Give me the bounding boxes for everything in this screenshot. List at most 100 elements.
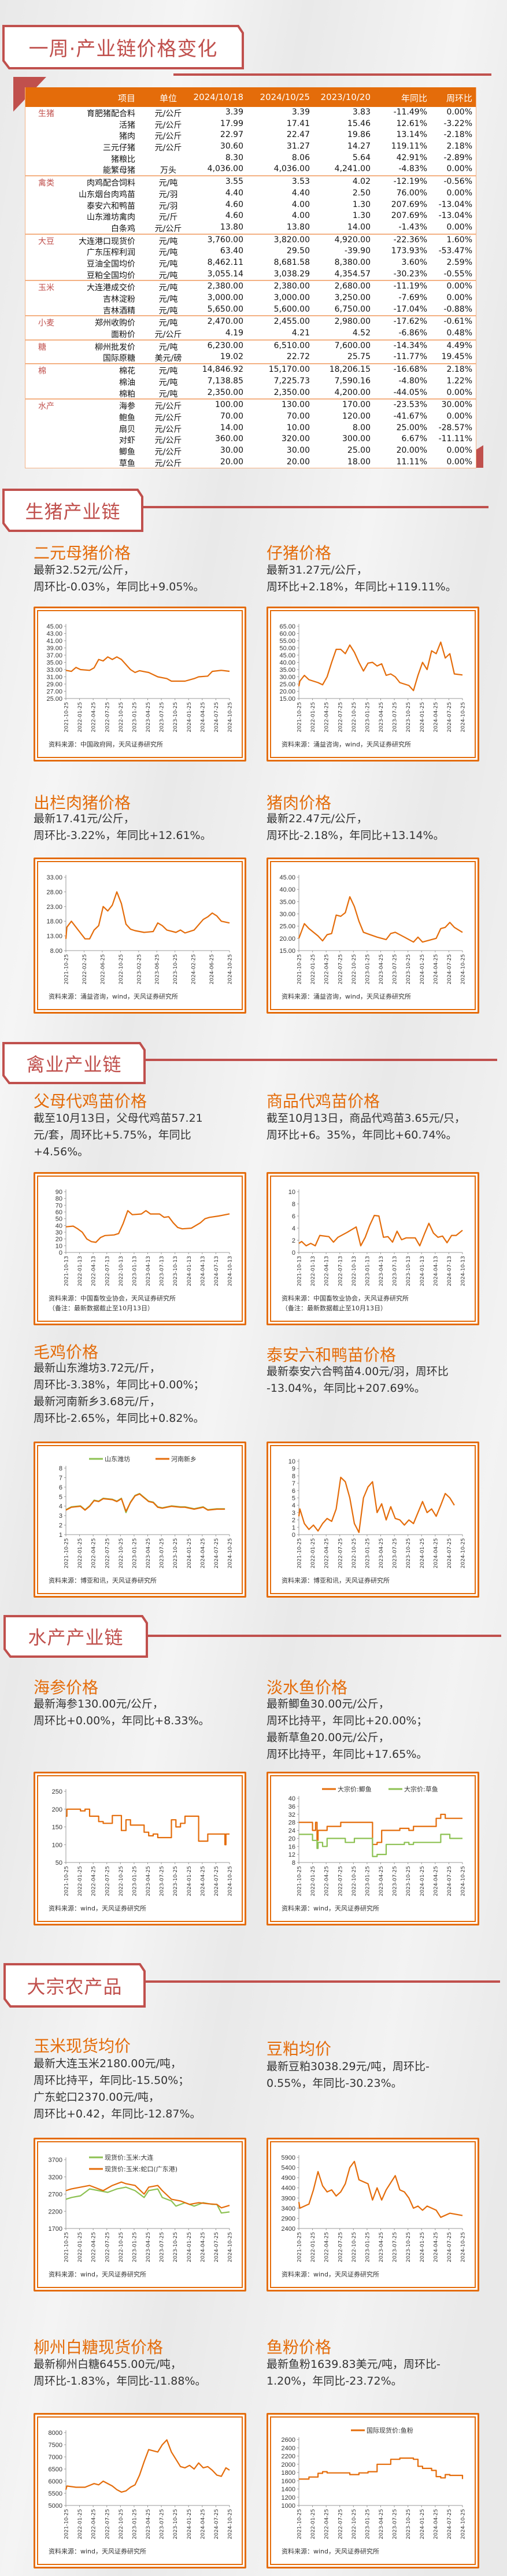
x-tick-label: 2024-07-25 — [447, 1538, 453, 1568]
legend-label: 国际现货价:鱼粉 — [367, 2426, 413, 2434]
y-tick-label: 45.00 — [46, 623, 62, 630]
summary-line: 元/套，周环比+5.75%，年同比 — [34, 1129, 191, 1141]
summary-line: 周环比+6。35%，年同比+60.74%。 — [267, 1129, 457, 1141]
table-row: 水产 海参 元/公斤 100.00 130.00 170.00 -23.53% 30.00% — [25, 400, 476, 411]
wow: 0.00% — [446, 387, 472, 397]
chart-source: 资料来源：中国畜牧业协会，天风证券研究所 — [49, 1295, 176, 1302]
unit: 元/羽 — [158, 190, 178, 199]
legend-label: 大宗价:草鱼 — [404, 1785, 438, 1793]
x-tick-label: 2024-10-25 — [228, 1538, 234, 1568]
panel-title: 鱼粉价格 — [267, 2338, 332, 2357]
value-2024-10-18: 100.00 — [215, 400, 243, 410]
x-tick-label: 2022-10-25 — [119, 954, 124, 984]
value-2024-10-25: 3,038.29 — [273, 269, 310, 279]
y-tick-label: 3900 — [282, 2195, 295, 2202]
x-tick-label: 2022-01-25 — [310, 954, 316, 984]
unit: 元/公斤 — [154, 413, 182, 423]
table-group: 玉米 大连港成交价 元/吨 2,380.00 2,380.00 2,680.00 -11.1… — [25, 281, 476, 317]
yoy: -12.19% — [393, 177, 427, 187]
y-tick-label: 39.00 — [46, 645, 62, 652]
series-line-1 — [298, 1476, 455, 1533]
y-tick-label: 7 — [292, 1480, 295, 1487]
table-row: 泰安六和鸭苗 元/羽 4.60 4.00 1.30 207.69% -13.04% — [25, 199, 476, 211]
x-tick-label: 2023-04-25 — [146, 1538, 151, 1568]
wow: 2.18% — [446, 142, 472, 151]
item: 猪肉 — [119, 132, 135, 142]
item: 育肥猪配合料 — [87, 109, 135, 119]
value-2023-10-20: 3,250.00 — [334, 293, 371, 302]
summary-line: 周环比+0.42，年同比-12.87%。 — [34, 2108, 201, 2120]
value-2024-10-18: 13.80 — [220, 222, 243, 232]
summary-line: 周环比持平，年同比+20.00%； — [267, 1714, 428, 1727]
item: 柳州批发价 — [95, 342, 135, 352]
value-2024-10-18: 5,650.00 — [207, 304, 243, 314]
x-tick-label: 2024-07-13 — [214, 1256, 220, 1286]
x-tick-label: 2024-04-25 — [433, 1538, 439, 1568]
value-2024-10-25: 22.47 — [286, 130, 310, 140]
x-tick-label: 2024-07-25 — [447, 2509, 453, 2539]
value-2024-10-25: 22.72 — [286, 352, 310, 362]
table-row: 能繁母猪 万头 4,036.00 4,036.00 4,241.00 -4.83% 0.00… — [25, 164, 476, 175]
x-tick-label: 2022-04-25 — [91, 2232, 97, 2262]
value-2023-10-20: 1.30 — [352, 211, 371, 221]
banner-rule — [145, 1635, 501, 1637]
y-tick-label: 20 — [55, 1236, 62, 1243]
yoy: -22.36% — [393, 235, 427, 245]
x-tick-label: 2023-07-25 — [160, 702, 165, 732]
series-line-1 — [65, 2439, 230, 2493]
banner-rule — [143, 1980, 500, 1983]
x-tick-label: 2023-10-25 — [406, 1866, 412, 1896]
x-tick-label: 2022-04-25 — [324, 1538, 330, 1568]
value-2024-10-25: 8.06 — [291, 153, 310, 162]
x-tick-label: 2023-07-25 — [160, 2509, 165, 2539]
unit: 元/羽 — [158, 201, 178, 211]
series-line-1 — [65, 891, 230, 940]
chart-source: （备注：最新数据截止至10月13日） — [282, 1304, 387, 1312]
value-2024-10-18: 7,138.85 — [207, 376, 243, 386]
value-2024-10-18: 14,846.92 — [202, 365, 243, 375]
x-tick-label: 2023-01-25 — [132, 1538, 138, 1568]
panel-title: 玉米现货均价 — [34, 2037, 131, 2056]
summary-line: 周环比持平，年同比-15.50%； — [34, 2074, 190, 2087]
summary-line: 最新草鱼20.00元/公斤， — [267, 1731, 390, 1744]
banner-rule — [142, 1059, 497, 1061]
y-tick-label: 60.00 — [279, 631, 295, 638]
summary-line: 截至10月13日，父母代鸡苗57.21 — [34, 1112, 203, 1125]
line-chart: 0 2 4 6 8 10 2021-10-13 2022-01-13 2022-04-13 202… — [288, 1189, 467, 1286]
item: 吉林酒精 — [103, 306, 135, 316]
series-line-1 — [66, 1808, 230, 1846]
unit: 元/公斤 — [154, 402, 182, 412]
table-row: 对虾 元/公斤 360.00 320.00 300.00 6.67% -11.11% — [25, 434, 476, 445]
value-2024-10-18: 4.40 — [225, 188, 243, 198]
y-tick-label: 27.00 — [46, 689, 62, 696]
chart-frame: 资料来源：wind，天风证券研究所 1700 2200 2700 3200 3700 202… — [34, 2138, 246, 2292]
x-tick-label: 2023-07-25 — [160, 1538, 165, 1568]
x-tick-label: 2023-10-25 — [173, 954, 179, 984]
column-header: 2023/10/20 — [320, 92, 371, 102]
value-2024-10-25: 4.21 — [291, 328, 310, 338]
y-tick-label: 31.00 — [46, 674, 62, 681]
table-row: 吉林酒精 元/吨 5,650.00 5,600.00 6,750.00 -17.04% -0… — [25, 304, 476, 316]
unit: 元/斤 — [158, 213, 178, 223]
x-tick-label: 2023-10-25 — [406, 2232, 412, 2262]
x-tick-label: 2023-04-25 — [146, 1866, 151, 1896]
y-tick-label: 200 — [52, 1806, 62, 1813]
y-tick-label: 250 — [52, 1788, 62, 1795]
y-tick-label: 3 — [292, 1510, 295, 1517]
panel-summary: 最新大连玉米2180.00元/吨， 周环比持平，年同比-15.50%； 广东蛇口23… — [34, 2056, 201, 2123]
value-2024-10-25: 5,600.00 — [273, 304, 310, 314]
x-tick-label: 2024-04-25 — [433, 954, 439, 984]
table-group: 生猪 育肥猪配合料 元/公斤 3.39 3.39 3.83 -11.49% 0.00% 活猪 元/… — [25, 107, 476, 177]
y-tick-label: 9 — [292, 1466, 295, 1473]
wow: 0.00% — [446, 188, 472, 198]
y-tick-label: 15.00 — [279, 948, 295, 955]
value-2024-10-25: 4.00 — [291, 199, 310, 209]
y-tick-label: 8 — [59, 1465, 62, 1472]
x-tick-label: 2022-06-25 — [100, 954, 106, 984]
banner-title: 禽业产业链 — [26, 1053, 122, 1076]
column-header: 2024/10/18 — [193, 92, 243, 102]
unit: 元/公斤 — [154, 330, 182, 340]
y-tick-label: 8 — [292, 1473, 295, 1480]
x-tick-label: 2022-01-25 — [310, 702, 316, 732]
